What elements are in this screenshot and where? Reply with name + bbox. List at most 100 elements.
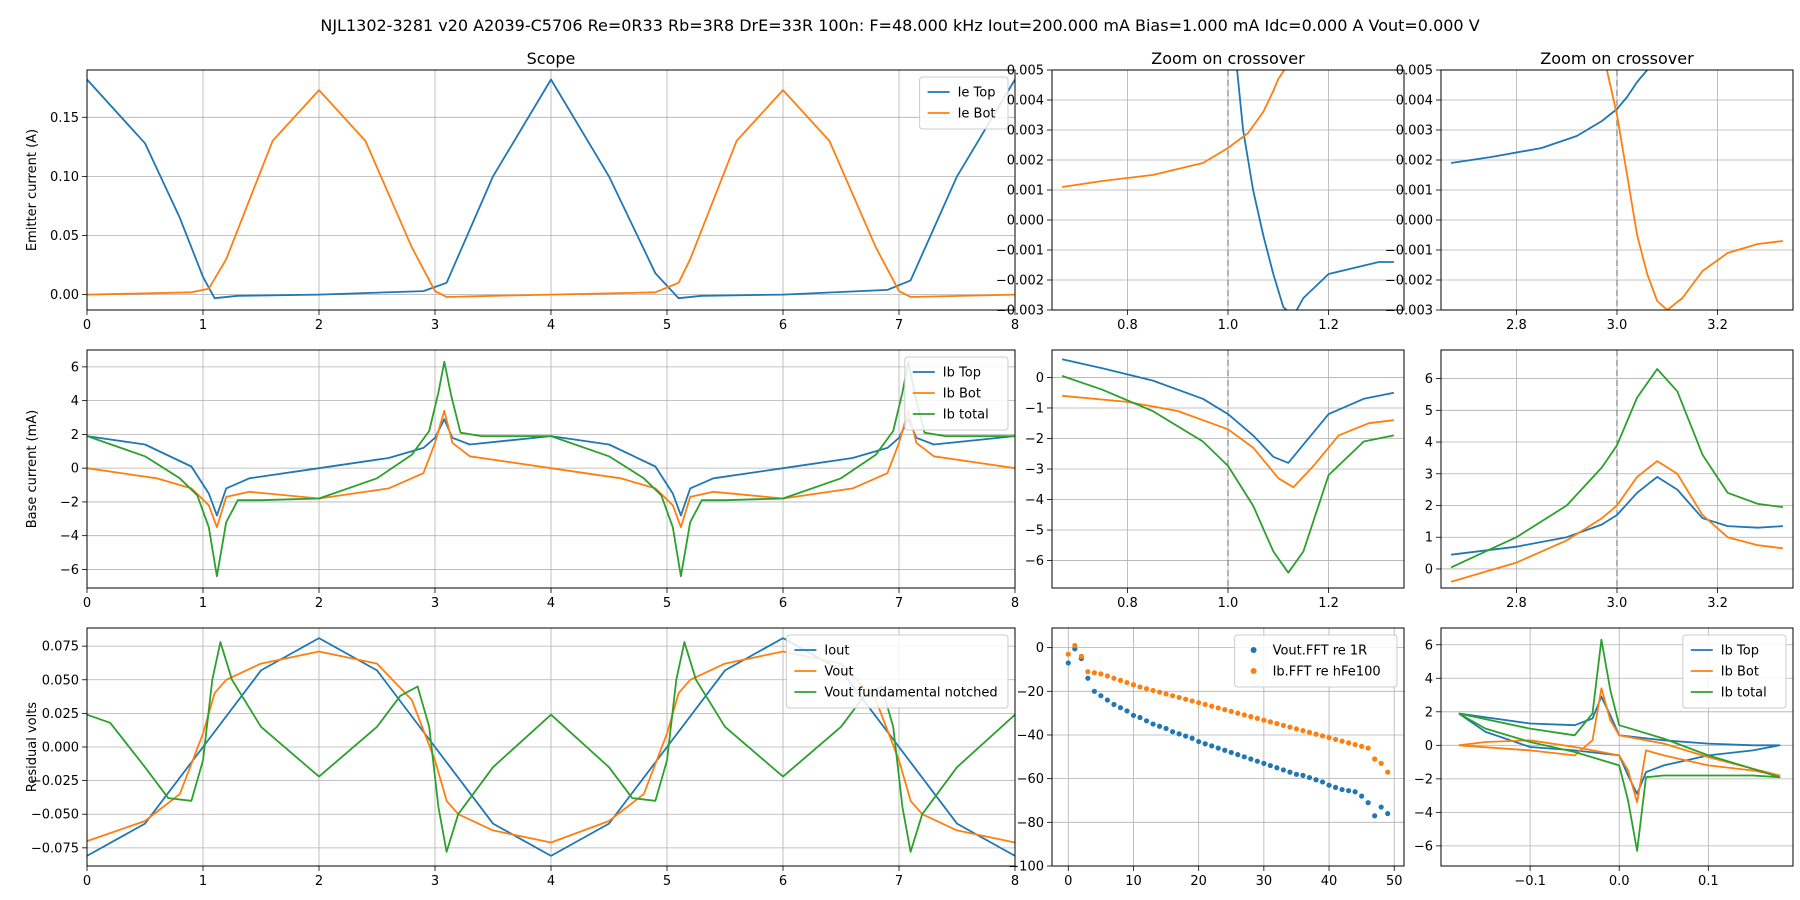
fft-ib-fft-re-hfe100-point (1130, 682, 1137, 688)
base-current-ytick-label: 0 (71, 462, 79, 477)
fft-ib-fft-re-hfe100-point (1189, 698, 1195, 704)
base-zoom-3-axes: 2.8 3.0 3.2 0 1 2 3 4 5 6 (1425, 349, 1794, 611)
fft-vout-fft-re-1r-point (1183, 733, 1189, 739)
zoom-crossover-1-xtick-label: 0.8 (1117, 318, 1138, 333)
fft-legend-label: Vout.FFT re 1R (1273, 644, 1368, 659)
fft-legend: Vout.FFT re 1R Ib.FFT re hFe100 (1234, 634, 1398, 688)
fft-vout-fft-re-1r-point (1300, 772, 1306, 778)
base-zoom-3-ytick-label: 4 (1425, 436, 1433, 451)
fft-vout-fft-re-1r-point (1287, 769, 1293, 775)
residual-volts-ytick-label: −0.050 (31, 808, 79, 823)
emitter-current-xtick-label: 0 (83, 318, 91, 333)
emitter-current-xtick-label: 2 (315, 318, 323, 333)
zoom-crossover-1-series-1-line (1061, 70, 1286, 188)
ib-loop-legend-label: Ib total (1721, 686, 1767, 701)
base-current-xtick-label: 2 (315, 596, 323, 611)
fft-ib-fft-re-hfe100-point (1163, 691, 1169, 697)
zoom-crossover-1-ytick-label: −0.003 (996, 304, 1044, 319)
fft-vout-fft-re-1r-point (1156, 723, 1163, 729)
ib-loop-legend-label: Ib Bot (1721, 665, 1759, 680)
fft-ib-fft-re-hfe100-point (1235, 710, 1241, 716)
fft-vout-fft-re-1r-point (1261, 760, 1267, 766)
emitter-current-xtick-label: 6 (779, 318, 787, 333)
residual-volts-legend: Iout Vout Vout fundamental notched (785, 634, 1009, 709)
fft-vout-fft-re-1r-point (1150, 721, 1156, 727)
base-zoom-1-xtick-label: 0.8 (1117, 596, 1138, 611)
ib-loop-axes: −0.1 0.0 0.1 −6 −4 −2 0 2 4 6 Ib Top Ib Bot Ib total (1414, 627, 1794, 889)
base-current-ytick-label: 6 (71, 360, 79, 375)
residual-volts-ytick-label: −0.075 (31, 841, 79, 856)
fft-ytick-label: −100 (1008, 860, 1044, 875)
base-current-xtick-label: 4 (547, 596, 555, 611)
fft-legend-box (1234, 634, 1398, 688)
fft-vout-fft-re-1r-point (1241, 754, 1247, 760)
zoom-crossover-3-ytick-label: −0.002 (1385, 274, 1433, 289)
residual-volts-xtick-label: 2 (315, 874, 323, 889)
zoom-crossover-3-ytick-label: 0.003 (1396, 124, 1433, 139)
ib-loop-ytick-label: −6 (1414, 839, 1433, 854)
base-zoom-3-ytick-label: 6 (1425, 372, 1433, 387)
fft-vout-fft-re-1r-point (1065, 660, 1071, 666)
residual-volts-ylabel: Residual volts (25, 702, 40, 792)
emitter-current-frame (86, 69, 1016, 311)
ib-loop-legend-label: Ib Top (1721, 644, 1759, 659)
base-current-axes: 0 1 2 3 4 5 6 7 8 −6 −4 −2 0 2 4 6 Base current (mA) Ib T… (25, 349, 1019, 611)
fft-plot-area (1065, 642, 1391, 819)
fft-ib-fft-re-hfe100-point (1098, 671, 1104, 677)
emitter-current-title: Scope (527, 49, 576, 68)
residual-volts-xtick-label: 3 (431, 874, 439, 889)
fft-ib-fft-re-hfe100-point (1326, 735, 1332, 741)
fft-vout-fft-re-1r-point (1235, 752, 1241, 758)
residual-volts-axes: 0 1 2 3 4 5 6 7 8 −0.075 −0.050 −0.025 0.000 0.025 0.0… (25, 627, 1019, 889)
fft-vout-fft-re-1r-point (1137, 714, 1143, 721)
fft-vout-fft-re-1r-point (1274, 765, 1280, 771)
zoom-crossover-3-ytick-label: 0.002 (1396, 154, 1433, 169)
ib-loop-ytick-label: 0 (1425, 739, 1433, 754)
fft-ib-fft-re-hfe100-point (1065, 651, 1071, 657)
zoom-crossover-1-series-0-line (1236, 70, 1394, 310)
fft-ib-fft-re-hfe100-point (1345, 740, 1352, 746)
fft-vout-fft-re-1r-point (1248, 756, 1254, 762)
zoom-crossover-1-ytick-label: −0.001 (996, 244, 1044, 259)
fft-vout-fft-re-1r-point (1365, 800, 1371, 806)
fft-xtick-label: 20 (1190, 874, 1207, 889)
base-zoom-3-ytick-label: 2 (1425, 499, 1433, 514)
emitter-current-legend-label: Ie Top (958, 86, 996, 101)
fft-vout-fft-re-1r-point (1176, 731, 1182, 737)
ib-loop-frame (1440, 627, 1794, 867)
base-current-xtick-label: 7 (895, 596, 903, 611)
zoom-crossover-3-ytick-label: 0.004 (1396, 94, 1433, 109)
fft-vout-fft-re-1r-point (1124, 708, 1130, 714)
base-zoom-1-series-2-line (1061, 375, 1395, 574)
fft-legend-marker (1250, 668, 1257, 674)
fft-ib-fft-re-hfe100-point (1378, 760, 1384, 766)
emitter-current-ytick-label: 0.00 (50, 288, 79, 303)
fft-vout-fft-re-1r-point (1130, 712, 1137, 718)
emitter-current-xtick-label: 1 (199, 318, 207, 333)
fft-vout-fft-re-1r-point (1209, 743, 1215, 749)
base-zoom-3-frame (1440, 349, 1794, 589)
base-current-xtick-label: 6 (779, 596, 787, 611)
fft-ib-fft-re-hfe100-point (1150, 687, 1156, 694)
zoom-crossover-1-xtick-label: 1.2 (1318, 318, 1339, 333)
fft-xtick-label: 30 (1256, 874, 1273, 889)
ib-loop-ytick-label: 2 (1425, 705, 1433, 720)
residual-volts-xtick-label: 8 (1011, 874, 1019, 889)
fft-vout-fft-re-1r-point (1345, 788, 1352, 794)
zoom-crossover-3-title: Zoom on crossover (1540, 49, 1694, 68)
fft-vout-fft-re-1r-point (1372, 813, 1378, 819)
fft-ib-fft-re-hfe100-point (1300, 728, 1306, 734)
fft-ib-fft-re-hfe100-point (1196, 700, 1202, 706)
fft-ib-fft-re-hfe100-point (1176, 694, 1182, 701)
fft-ib-fft-re-hfe100-point (1385, 769, 1391, 775)
fft-ib-fft-re-hfe100-point (1169, 693, 1176, 699)
base-zoom-3-ytick-label: 5 (1425, 404, 1433, 419)
zoom-crossover-1-ytick-label: 0.002 (1007, 154, 1044, 169)
base-current-xtick-label: 0 (83, 596, 91, 611)
zoom-crossover-3-xtick-label: 2.8 (1506, 318, 1527, 333)
ib-loop-ytick-label: 6 (1425, 638, 1433, 653)
fft-ib-fft-re-hfe100-point (1293, 726, 1300, 732)
base-zoom-1-ytick-label: −3 (1025, 463, 1044, 478)
emitter-current-legend-label: Ie Bot (958, 107, 996, 122)
ib-loop-plot-area (1458, 638, 1781, 852)
